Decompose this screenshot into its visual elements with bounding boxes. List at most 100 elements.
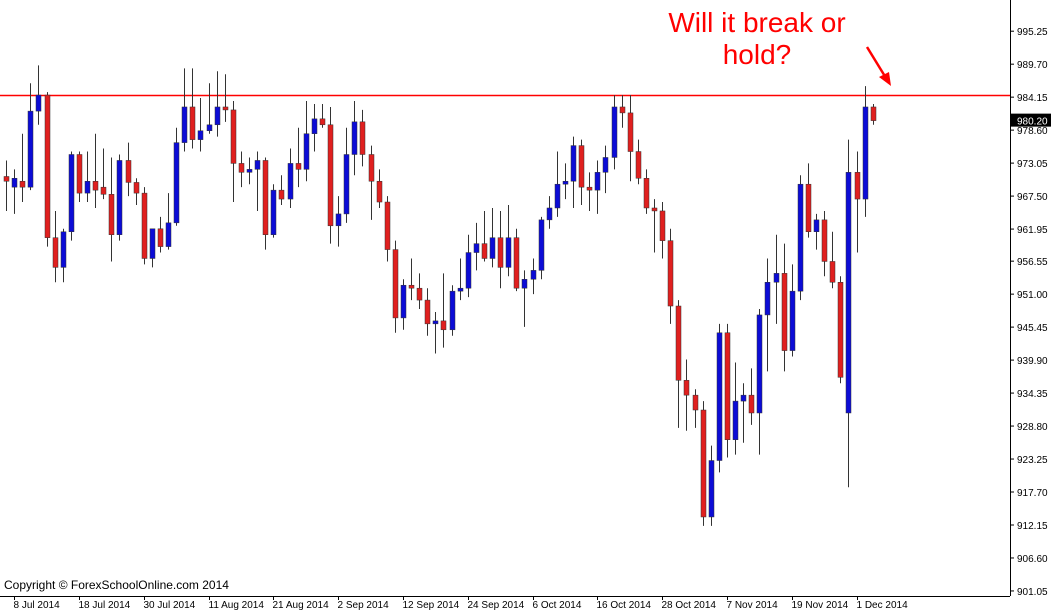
copyright: Copyright © ForexSchoolOnline.com 2014 [4, 578, 229, 592]
candle-body [343, 154, 350, 215]
candle-body [764, 282, 771, 316]
y-tick-label: 973.05 [1017, 159, 1048, 170]
candle-body [149, 228, 156, 259]
candle-body [206, 124, 213, 131]
candle-body [692, 394, 699, 411]
y-tick-label: 956.55 [1017, 257, 1048, 268]
candle-body [108, 194, 115, 235]
candle-body [408, 284, 415, 289]
candle-body [870, 106, 877, 121]
candle-body [424, 299, 431, 325]
candle-body [84, 180, 91, 194]
candle-body [400, 284, 407, 319]
candle-body [748, 394, 755, 414]
candle-body [546, 207, 553, 221]
candle-body [416, 287, 423, 301]
x-tick-label: 30 Jul 2014 [144, 600, 196, 611]
candle-body [262, 160, 269, 235]
candle-body [238, 163, 245, 173]
annotation-line: hold? [723, 39, 792, 70]
candle-body [440, 320, 447, 331]
candle-body [821, 219, 828, 262]
y-tick-label: 906.60 [1017, 554, 1048, 565]
x-tick-label: 21 Aug 2014 [273, 600, 330, 611]
candle-body [11, 178, 18, 188]
candle-body [651, 207, 658, 212]
x-tick-label: 2 Sep 2014 [338, 600, 390, 611]
y-tick-label: 984.15 [1017, 93, 1048, 104]
candle-body [44, 94, 51, 238]
candle-body [602, 157, 609, 173]
candle-body [619, 106, 626, 114]
candle-body [465, 252, 472, 289]
candle-body [335, 213, 342, 227]
candle-body [773, 273, 780, 283]
candle-body [683, 380, 690, 396]
candle-body [837, 282, 844, 378]
y-tick-label: 923.25 [1017, 455, 1048, 466]
y-tick-label: 945.45 [1017, 323, 1048, 334]
candle-body [68, 154, 75, 232]
plot [0, 65, 1010, 526]
candle-body [376, 180, 383, 203]
candle-body [716, 332, 723, 461]
x-tick-label: 19 Nov 2014 [792, 600, 849, 611]
candle-body [521, 279, 528, 289]
candle-body [60, 231, 67, 268]
x-tick-label: 11 Aug 2014 [209, 600, 265, 611]
candle-body [862, 106, 869, 200]
candle-body [222, 106, 229, 111]
candle-body [19, 180, 26, 188]
candle-body [562, 180, 569, 185]
current-price-label: 980.20 [1017, 117, 1048, 128]
candle-body [530, 270, 537, 280]
candle-body [554, 183, 561, 209]
candle-body [538, 219, 545, 271]
y-tick-label: 995.25 [1017, 27, 1048, 38]
candle-body [287, 163, 294, 200]
candle-body [789, 290, 796, 351]
candle-body [667, 240, 674, 307]
candle-body [643, 178, 650, 209]
candle-body [100, 186, 107, 195]
candle-body [845, 172, 852, 414]
candle-body [627, 112, 634, 152]
candle-body [756, 314, 763, 414]
candle-body [473, 243, 480, 253]
candle-body [570, 145, 577, 182]
annotation-arrow [865, 46, 888, 79]
y-tick-label: 917.70 [1017, 488, 1048, 499]
x-tick-label: 24 Sep 2014 [468, 600, 525, 611]
candle-body [740, 394, 747, 402]
candle-body [125, 160, 132, 183]
candle-body [351, 121, 358, 155]
candle-body [513, 237, 520, 289]
candle-body [254, 160, 261, 170]
candle-body [181, 106, 188, 143]
y-tick-label: 939.90 [1017, 356, 1048, 367]
candle-body [611, 106, 618, 158]
candle-body [805, 183, 812, 232]
candle-body [732, 400, 739, 440]
candle-body [295, 163, 302, 170]
candle-body [92, 180, 99, 191]
annotation-arrowhead [879, 72, 891, 86]
candle-body [489, 237, 496, 259]
current-price-box [1011, 113, 1051, 127]
x-tick-label: 8 Jul 2014 [14, 600, 61, 611]
y-tick-label: 934.35 [1017, 389, 1048, 400]
candle-body [505, 237, 512, 268]
candle-body [675, 305, 682, 381]
x-tick-label: 28 Oct 2014 [662, 600, 717, 611]
candle-body [311, 118, 318, 134]
candle-body [586, 186, 593, 191]
candle-body [829, 261, 836, 283]
candle-body [781, 273, 788, 351]
x-tick-label: 6 Oct 2014 [533, 600, 582, 611]
candle-body [3, 176, 10, 182]
candle-body [52, 237, 59, 268]
candle-body [27, 110, 34, 188]
candle-body [708, 460, 715, 518]
candle-body [481, 243, 488, 259]
